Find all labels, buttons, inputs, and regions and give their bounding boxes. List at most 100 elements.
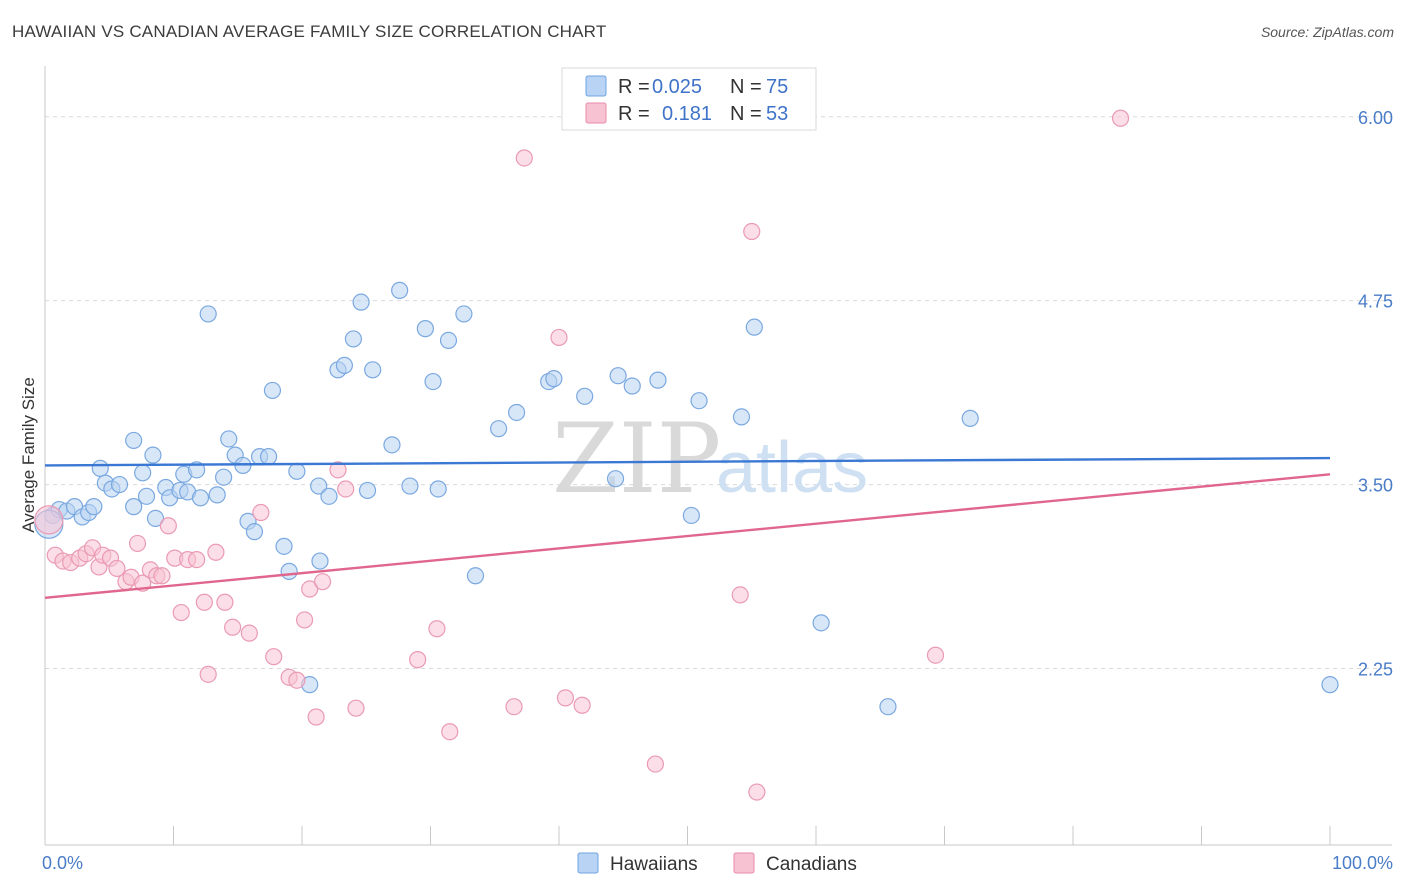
canadian-point (153, 567, 171, 585)
hawaiian-point (125, 431, 143, 450)
canadian-point (172, 603, 190, 622)
hawaiian-point (208, 486, 226, 504)
x-tick-label-min: 0.0% (42, 853, 83, 873)
chart-title: HAWAIIAN VS CANADIAN AVERAGE FAMILY SIZE… (12, 22, 607, 41)
canadian-point (550, 328, 568, 347)
canadian-point (646, 755, 664, 773)
canadian-point (207, 543, 225, 561)
bottom-legend-label-hawaiians: Hawaiians (610, 854, 698, 875)
hawaiian-point (732, 408, 751, 426)
hawaiian-point (383, 436, 401, 454)
canadian-point (515, 149, 533, 167)
hawaiian-point (188, 461, 206, 479)
source-label: Source: ZipAtlas.com (1260, 24, 1394, 40)
hawaiian-point (576, 387, 594, 405)
hawaiian-point (623, 377, 641, 395)
hawaiian-point (507, 403, 526, 422)
hawaiian-point (352, 293, 370, 311)
hawaiian-point (401, 477, 419, 495)
hawaiian-point (245, 523, 264, 541)
hawaiian-point (220, 430, 238, 448)
canadian-point (329, 461, 347, 479)
hawaiian-point (320, 487, 338, 505)
canadian-point (409, 651, 427, 669)
y-tick-label-0: 2.25 (1358, 659, 1393, 679)
canadian-point (505, 698, 523, 716)
hawaiian-point (110, 475, 129, 494)
canadian-point (748, 783, 766, 801)
canadian-point (199, 665, 217, 683)
legend-box: R = 0.025 N = 75 R = 0.181 N = 53 (561, 67, 817, 131)
bottom-legend-swatch-hawaiians (577, 852, 599, 874)
legend-n-label-2: N = (730, 103, 762, 125)
canadian-point (159, 517, 177, 535)
hawaiian-point (812, 614, 830, 632)
hawaiian-point (199, 305, 217, 323)
canadian-point (1111, 109, 1130, 127)
y-tick-labels: 2.25 3.50 4.75 6.00 (1358, 108, 1393, 680)
y-tick-label-2: 4.75 (1358, 292, 1393, 312)
data-points (34, 109, 1339, 801)
hawaiian-point (745, 318, 763, 336)
hawaiian-point (310, 477, 328, 495)
hawaiian-point (288, 462, 306, 480)
legend-r-value-2: 0.181 (662, 103, 712, 125)
series-canadians (34, 109, 1130, 801)
bottom-legend-swatch-canadians (733, 852, 755, 874)
canadian-point (441, 723, 459, 741)
trend-lines (44, 456, 1331, 600)
canadian-point (337, 480, 355, 498)
hawaiian-point (91, 459, 109, 477)
legend-n-label-1: N = (730, 76, 762, 98)
hawaiian-point (146, 509, 165, 528)
canadian-point (556, 689, 575, 707)
legend-swatch-canadians (585, 102, 607, 124)
hawaiian-point (961, 409, 979, 427)
canadian-point (34, 505, 64, 535)
y-tick-label-1: 3.50 (1358, 476, 1393, 496)
canadian-point (108, 559, 126, 578)
hawaiian-point (125, 498, 143, 516)
hawaiian-point (690, 392, 708, 410)
canadian-point (573, 696, 591, 714)
hawaiian-point (215, 468, 233, 486)
hawaiian-point (391, 281, 409, 299)
canadian-point (307, 708, 325, 726)
hawaiian-point (466, 567, 485, 585)
hawaiian-point (429, 480, 447, 498)
hawaiian-point (134, 464, 152, 482)
canadian-point (188, 550, 206, 569)
canadian-point (195, 593, 213, 611)
canadian-point (313, 573, 332, 591)
canadian-point (301, 580, 319, 598)
y-tick-label-3: 6.00 (1358, 108, 1393, 128)
hawaiian-point (280, 562, 298, 580)
trend-line-canadians (44, 473, 1331, 600)
canadian-point (288, 671, 306, 689)
hawaiian-point (358, 481, 377, 500)
canadian-point (252, 503, 270, 522)
hawaiian-point (263, 381, 282, 400)
hawaiian-point (606, 470, 625, 488)
hawaiian-point (344, 330, 362, 348)
canadian-point (347, 699, 365, 717)
legend-swatch-hawaiians (585, 75, 607, 97)
canadian-point (128, 534, 147, 553)
hawaiian-point (490, 420, 508, 438)
hawaiian-point (259, 448, 278, 466)
legend-r-value-1: 0.025 (652, 76, 702, 98)
watermark-atlas: atlas (716, 428, 868, 508)
hawaiian-point (311, 552, 329, 570)
axes (44, 66, 1392, 846)
trend-line-hawaiians (44, 456, 1331, 467)
hawaiian-point (545, 370, 563, 388)
hawaiian-point (416, 320, 434, 338)
hawaiian-point (682, 506, 700, 525)
x-tick-label-max: 100.0% (1332, 853, 1393, 873)
canadian-point (216, 593, 234, 611)
hawaiian-point (455, 305, 473, 323)
watermark-zip: ZIP (552, 403, 721, 515)
hawaiian-point (275, 537, 293, 555)
hawaiian-point (1321, 676, 1339, 694)
